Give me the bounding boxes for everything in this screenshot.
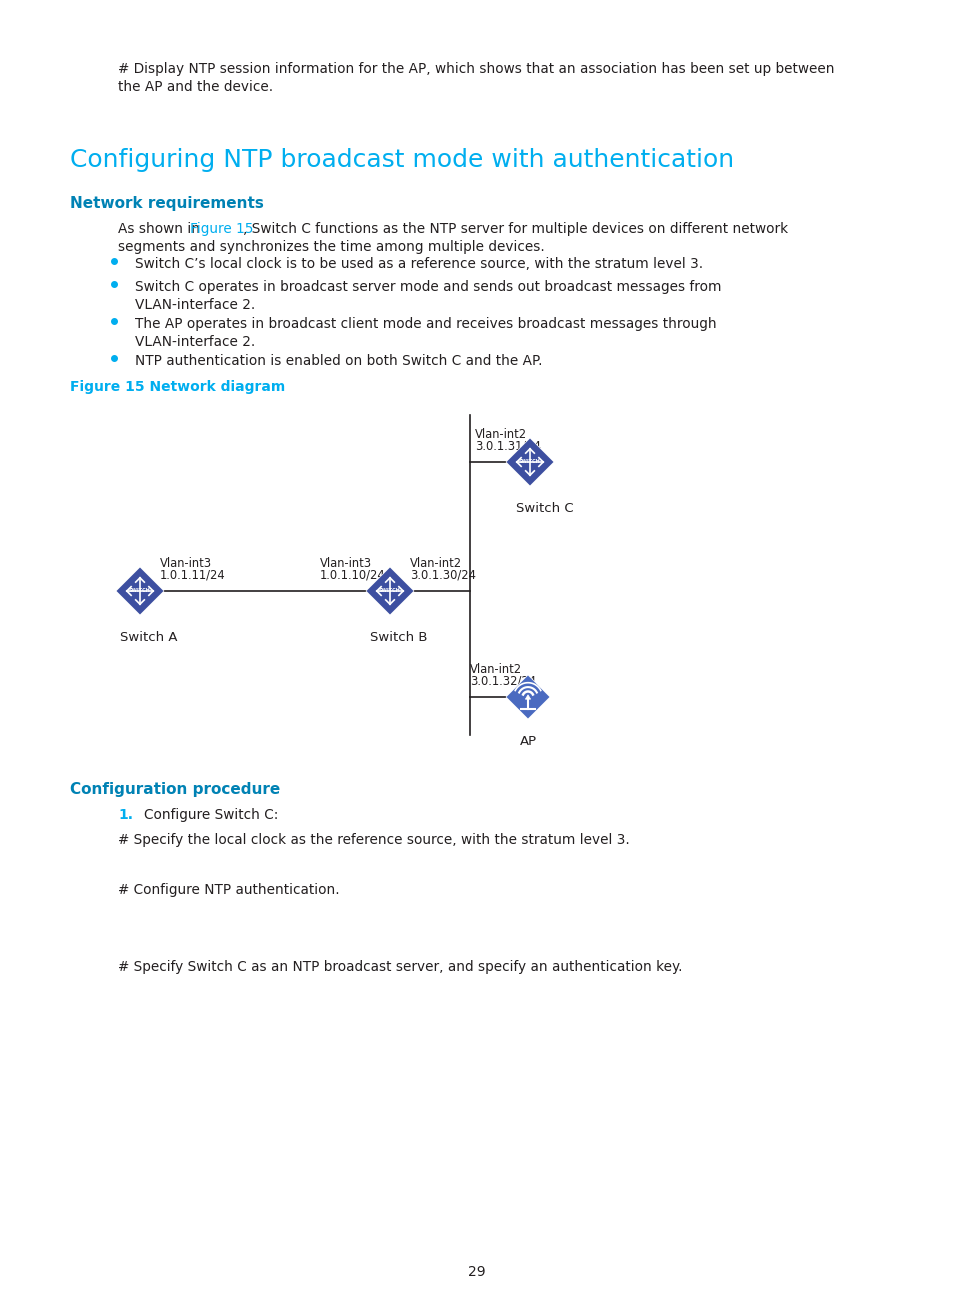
Text: Configuring NTP broadcast mode with authentication: Configuring NTP broadcast mode with auth… <box>70 148 734 172</box>
Text: # Specify Switch C as an NTP broadcast server, and specify an authentication key: # Specify Switch C as an NTP broadcast s… <box>118 960 681 975</box>
Text: the AP and the device.: the AP and the device. <box>118 80 273 95</box>
Text: 3.0.1.32/24: 3.0.1.32/24 <box>470 675 536 688</box>
Text: Switch C’s local clock is to be used as a reference source, with the stratum lev: Switch C’s local clock is to be used as … <box>135 257 702 271</box>
Text: segments and synchronizes the time among multiple devices.: segments and synchronizes the time among… <box>118 240 544 254</box>
Text: Vlan-int2: Vlan-int2 <box>470 664 521 677</box>
Text: NTP authentication is enabled on both Switch C and the AP.: NTP authentication is enabled on both Sw… <box>135 354 542 368</box>
Text: As shown in: As shown in <box>118 222 204 236</box>
Text: 3.0.1.31/24: 3.0.1.31/24 <box>475 441 540 454</box>
Text: Vlan-int2: Vlan-int2 <box>410 557 461 570</box>
Text: VLAN-interface 2.: VLAN-interface 2. <box>135 334 255 349</box>
Polygon shape <box>525 695 530 700</box>
Text: Vlan-int3: Vlan-int3 <box>160 557 212 570</box>
Text: SWITCH: SWITCH <box>518 460 540 464</box>
Text: Vlan-int2: Vlan-int2 <box>475 428 527 441</box>
Text: The AP operates in broadcast client mode and receives broadcast messages through: The AP operates in broadcast client mode… <box>135 318 716 330</box>
Text: # Display NTP session information for the AP, which shows that an association ha: # Display NTP session information for th… <box>118 62 834 76</box>
Text: 1.0.1.10/24: 1.0.1.10/24 <box>319 569 385 582</box>
Text: Switch C: Switch C <box>516 502 573 515</box>
Text: VLAN-interface 2.: VLAN-interface 2. <box>135 298 255 312</box>
Text: Configure Switch C:: Configure Switch C: <box>144 807 278 822</box>
Text: Switch A: Switch A <box>120 631 177 644</box>
Text: # Configure NTP authentication.: # Configure NTP authentication. <box>118 883 339 897</box>
Text: Switch B: Switch B <box>370 631 427 644</box>
Text: 3.0.1.30/24: 3.0.1.30/24 <box>410 569 476 582</box>
Text: 1.0.1.11/24: 1.0.1.11/24 <box>160 569 226 582</box>
Text: , Switch C functions as the NTP server for multiple devices on different network: , Switch C functions as the NTP server f… <box>243 222 787 236</box>
Text: # Specify the local clock as the reference source, with the stratum level 3.: # Specify the local clock as the referen… <box>118 833 629 848</box>
Text: 29: 29 <box>468 1265 485 1279</box>
Text: Vlan-int3: Vlan-int3 <box>319 557 372 570</box>
Text: Network requirements: Network requirements <box>70 196 264 211</box>
Polygon shape <box>116 566 164 616</box>
Text: SWITCH: SWITCH <box>378 588 400 594</box>
Polygon shape <box>366 566 414 616</box>
Text: Figure 15 Network diagram: Figure 15 Network diagram <box>70 380 285 394</box>
Text: Configuration procedure: Configuration procedure <box>70 781 280 797</box>
Polygon shape <box>505 675 550 719</box>
Text: Switch C operates in broadcast server mode and sends out broadcast messages from: Switch C operates in broadcast server mo… <box>135 280 720 294</box>
Text: 1.: 1. <box>118 807 132 822</box>
Polygon shape <box>505 438 554 486</box>
Text: AP: AP <box>519 735 537 748</box>
Text: SWITCH: SWITCH <box>129 588 151 594</box>
Text: Figure 15: Figure 15 <box>190 222 253 236</box>
